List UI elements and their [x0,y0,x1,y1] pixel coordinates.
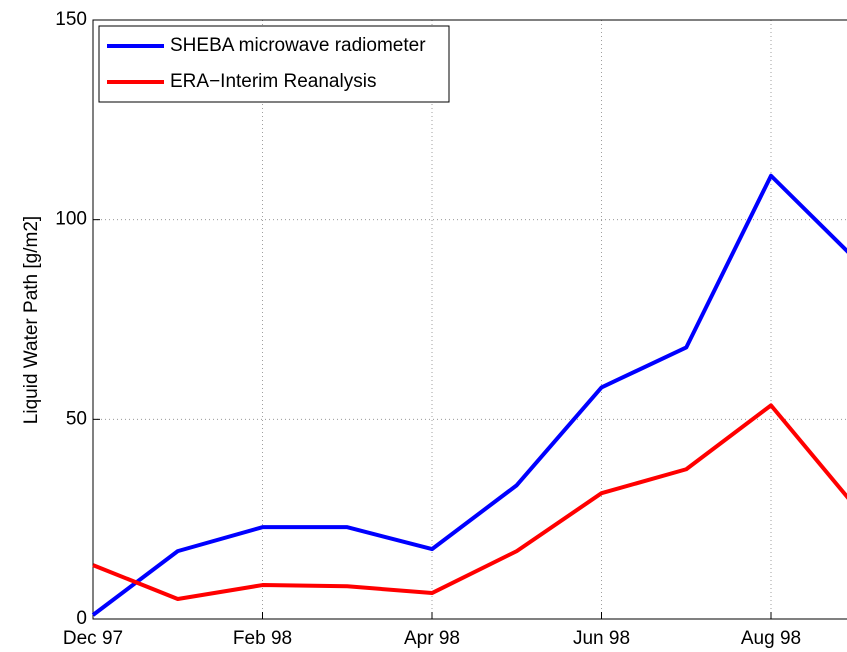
x-tick-label: Jun 98 [573,628,630,649]
y-axis-label: Liquid Water Path [g/m2] [21,216,42,424]
x-tick-label: Feb 98 [233,628,292,649]
y-tick-label: 50 [66,408,87,429]
y-tick-label: 0 [76,608,87,629]
y-tick-label: 150 [55,9,87,30]
legend-label: ERA−Interim Reanalysis [170,71,376,92]
x-tick-label: Aug 98 [741,628,801,649]
x-tick-label: Dec 97 [63,628,123,649]
data-line [92,403,847,602]
plot-frame [92,19,847,620]
data-line [91,173,847,617]
x-tick-label: Apr 98 [404,628,460,649]
legend-box [98,25,450,103]
legend-label: SHEBA microwave radiometer [170,35,426,56]
y-tick-label: 100 [55,209,87,230]
